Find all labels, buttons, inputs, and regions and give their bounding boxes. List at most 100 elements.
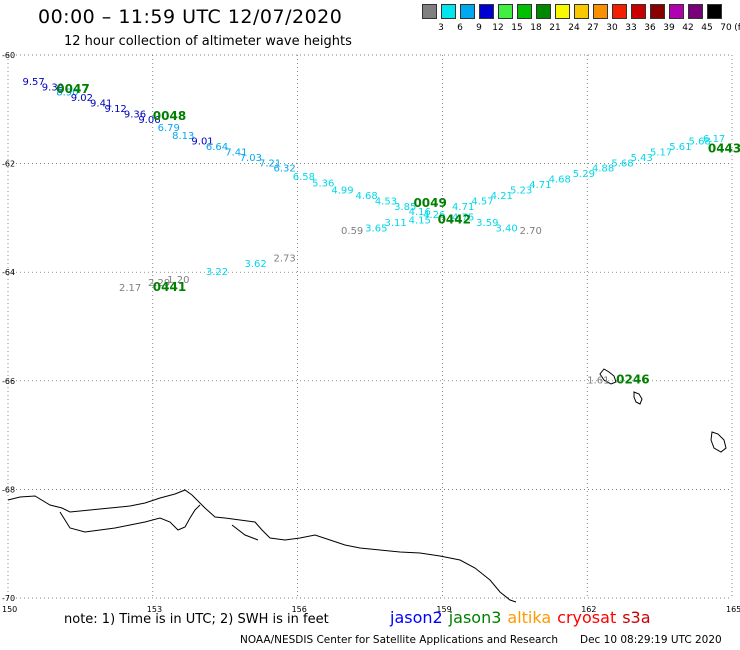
legend-swatch (498, 4, 513, 19)
track-id-label: 0048 (153, 109, 186, 123)
legend-label: 12 (492, 23, 504, 33)
legend-swatch (707, 4, 722, 19)
wave-height-value: 9.06 (138, 115, 160, 126)
track-labels: 0047 0048 0049 0442 0441 0443 0246 (56, 82, 740, 387)
wave-height-value: 1.20 (167, 275, 189, 286)
legend-label: 45 (701, 23, 713, 33)
legend-swatch (631, 4, 646, 19)
track-id-label: 0441 (153, 280, 186, 294)
page-subtitle: 12 hour collection of altimeter wave hei… (64, 34, 352, 49)
wave-height-value: 5.68 (611, 158, 633, 169)
wave-height-value: 4.68 (549, 175, 571, 186)
legend-label: 70 (720, 23, 732, 33)
legend-swatch (593, 4, 608, 19)
lat-tick-label: -62 (2, 160, 15, 169)
legend-swatch (422, 4, 437, 19)
wave-height-value: 3.11 (384, 218, 406, 229)
lat-tick-label: -64 (2, 268, 15, 277)
legend-label: 21 (549, 23, 561, 33)
lat-tick-label: -68 (2, 485, 15, 494)
wave-height-value: 7.41 (225, 147, 247, 158)
wave-height-value: 4.71 (452, 202, 474, 213)
legend-unit: (ft) (734, 23, 740, 33)
lon-tick-label: 153 (147, 605, 162, 614)
wave-height-value: 4.21 (491, 191, 513, 202)
track-id-label: 0047 (56, 82, 89, 96)
legend-label: 18 (530, 23, 542, 33)
legend-label: 6 (457, 23, 463, 33)
legend-swatch (688, 4, 703, 19)
wave-height-value: 3.40 (495, 223, 517, 234)
wave-height-value: 2.70 (520, 226, 542, 237)
legend-label: 33 (625, 23, 637, 33)
wave-height-value: 5.61 (669, 142, 691, 153)
wave-height-value: 4.75 (452, 213, 474, 224)
satellite-name: s3a (622, 608, 651, 627)
legend-swatch (441, 4, 456, 19)
legend-swatch (650, 4, 665, 19)
lat-tick-label: -66 (2, 377, 15, 386)
wave-height-value: 4.15 (409, 215, 431, 226)
wave-height-value: 8.90 (56, 88, 78, 99)
wave-height-value: 9.57 (22, 77, 44, 88)
grid-lines (7, 54, 733, 599)
wave-height-value: 4.16 (409, 207, 431, 218)
wave-height-value: 2.29 (148, 278, 170, 289)
legend-swatch (536, 4, 551, 19)
wave-height-value: 3.62 (245, 259, 267, 270)
wave-height-value: 6.32 (273, 164, 295, 175)
legend-label: 36 (644, 23, 656, 33)
wave-height-value: 9.12 (105, 104, 127, 115)
wave-height-value: 9.02 (71, 93, 93, 104)
wave-height-value: 9.01 (191, 137, 213, 148)
track-id-label: 0443 (708, 142, 740, 156)
lon-tick-label: 165 (726, 605, 740, 614)
wave-height-value: 6.17 (703, 134, 725, 145)
coastline (7, 368, 727, 603)
wave-height-value: 4.88 (592, 164, 614, 175)
island-2 (633, 391, 643, 405)
wave-height-value: 8.13 (172, 131, 194, 142)
legend-label: 24 (568, 23, 580, 33)
wave-height-value: 3.22 (206, 267, 228, 278)
wave-height-value: 4.99 (331, 185, 353, 196)
wave-height-value: 4.68 (356, 191, 378, 202)
coast-inlet (59, 504, 201, 533)
lon-tick-label: 156 (292, 605, 307, 614)
antarctic-coastline (7, 489, 517, 603)
satellite-key: jason2 jason3 altika cryosat s3a (390, 608, 657, 627)
wave-height-value: 2.73 (273, 253, 295, 264)
axis-labels: -60 -62 -64 -66 -68 -70 150 153 156 159 162 165 (2, 51, 740, 614)
lon-tick-label: 150 (2, 605, 17, 614)
wave-height-value: 3.85 (394, 202, 416, 213)
lat-tick-label: -60 (2, 51, 15, 60)
page-title: 00:00 – 11:59 UTC 12/07/2020 (38, 6, 343, 28)
legend-swatch (574, 4, 589, 19)
track-id-label: 0246 (616, 373, 649, 387)
wave-height-value: 7.03 (240, 153, 262, 164)
legend-swatch (517, 4, 532, 19)
wave-height-value: 2.17 (119, 283, 141, 294)
satellite-name: cryosat (557, 608, 617, 627)
lon-tick-label: 162 (581, 605, 596, 614)
island-3 (710, 431, 727, 453)
wave-height-value: 1.61 (587, 376, 609, 387)
wave-height-value: 3.59 (476, 218, 498, 229)
wave-height-value: 9.41 (90, 99, 112, 110)
satellite-name: altika (507, 608, 552, 627)
wave-height-value: 9.36 (124, 109, 146, 120)
wave-height-value: 9.39 (42, 82, 64, 93)
legend-label: 15 (511, 23, 523, 33)
legend-label: 3 (438, 23, 444, 33)
wave-height-value: 5.23 (510, 185, 532, 196)
wave-height-value: 7.21 (259, 158, 281, 169)
wave-height-observations: 9.579.398.909.029.419.129.369.066.798.13… (22, 77, 725, 387)
wave-height-value: 0.59 (341, 226, 363, 237)
lon-tick-label: 159 (436, 605, 451, 614)
legend-label: 30 (606, 23, 618, 33)
legend-swatch (555, 4, 570, 19)
wave-height-value: 3.65 (365, 223, 387, 234)
island-1 (599, 368, 617, 385)
wave-height-value: 6.64 (206, 142, 228, 153)
